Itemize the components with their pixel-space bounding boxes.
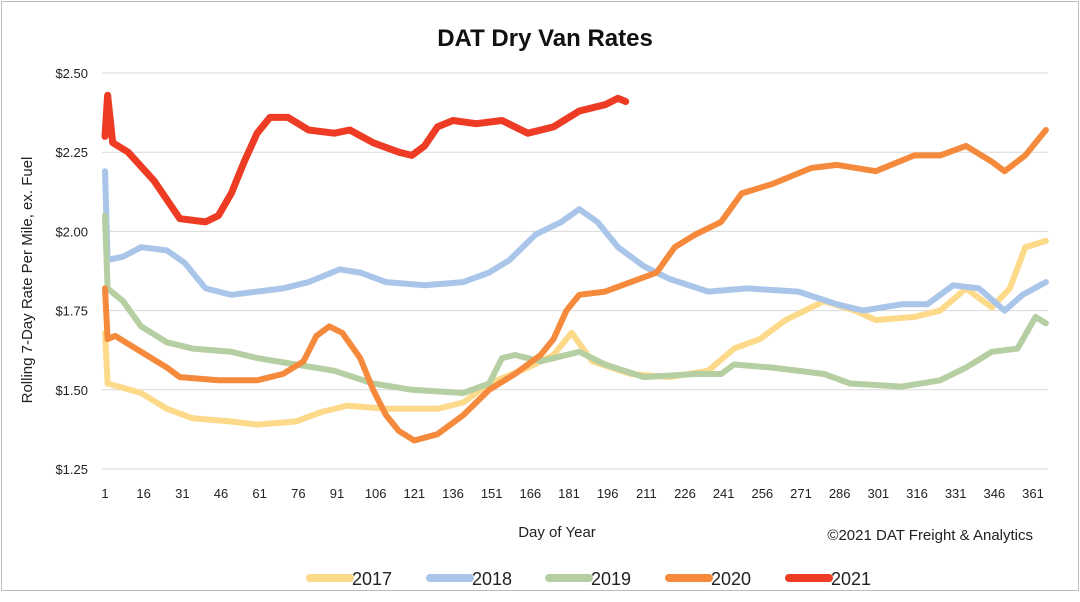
x-tick-label: 121	[403, 486, 425, 501]
x-tick-label: 166	[519, 486, 541, 501]
x-tick-label: 316	[906, 486, 928, 501]
x-tick-label: 136	[442, 486, 464, 501]
legend: 2017 2018 2019 2020 2021	[306, 569, 871, 589]
x-tick-label: 241	[713, 486, 735, 501]
x-tick-label: 16	[136, 486, 150, 501]
x-tick-label: 151	[481, 486, 503, 501]
x-tick-label: 61	[252, 486, 266, 501]
x-tick-label: 286	[829, 486, 851, 501]
x-tick-label: 211	[636, 486, 657, 501]
series-line-2020	[102, 127, 1049, 444]
x-tick-label: 1	[101, 486, 108, 501]
legend-label-2018: 2018	[472, 569, 512, 589]
y-tick-label: $2.50	[55, 66, 88, 81]
chart-frame	[1, 1, 1079, 591]
series-line-2017	[102, 237, 1049, 428]
x-tick-label: 91	[330, 486, 344, 501]
x-tick-label: 76	[291, 486, 305, 501]
copyright-credit: ©2021 DAT Freight & Analytics	[827, 527, 1033, 544]
x-tick-label: 331	[945, 486, 967, 501]
x-tick-label: 226	[674, 486, 696, 501]
y-tick-label: $1.50	[55, 383, 88, 398]
series-line-2018	[102, 168, 1049, 314]
x-tick-label: 196	[597, 486, 619, 501]
chart-title: DAT Dry Van Rates	[437, 25, 653, 52]
x-axis-label: Day of Year	[518, 524, 596, 541]
y-tick-label: $2.25	[55, 145, 88, 160]
x-tick-label: 106	[365, 486, 387, 501]
x-tick-label: 181	[558, 486, 580, 501]
y-axis-label: Rolling 7-Day Rate Per Mile, ex. Fuel	[19, 157, 36, 404]
y-tick-label: $2.00	[55, 224, 88, 239]
series-line-2021	[101, 91, 630, 226]
y-tick-label: $1.25	[55, 462, 88, 477]
legend-label-2020: 2020	[711, 569, 751, 589]
legend-label-2017: 2017	[352, 569, 392, 589]
legend-label-2021: 2021	[831, 569, 871, 589]
x-tick-label: 346	[983, 486, 1005, 501]
x-tick-label: 361	[1022, 486, 1044, 501]
x-tick-label: 46	[214, 486, 228, 501]
x-tick-label: 271	[790, 486, 812, 501]
y-tick-label: $1.75	[55, 304, 88, 319]
legend-label-2019: 2019	[591, 569, 631, 589]
x-tick-label: 31	[175, 486, 189, 501]
series-line-2019	[102, 212, 1049, 396]
x-tick-label: 256	[751, 486, 773, 501]
x-tick-label: 301	[867, 486, 889, 501]
